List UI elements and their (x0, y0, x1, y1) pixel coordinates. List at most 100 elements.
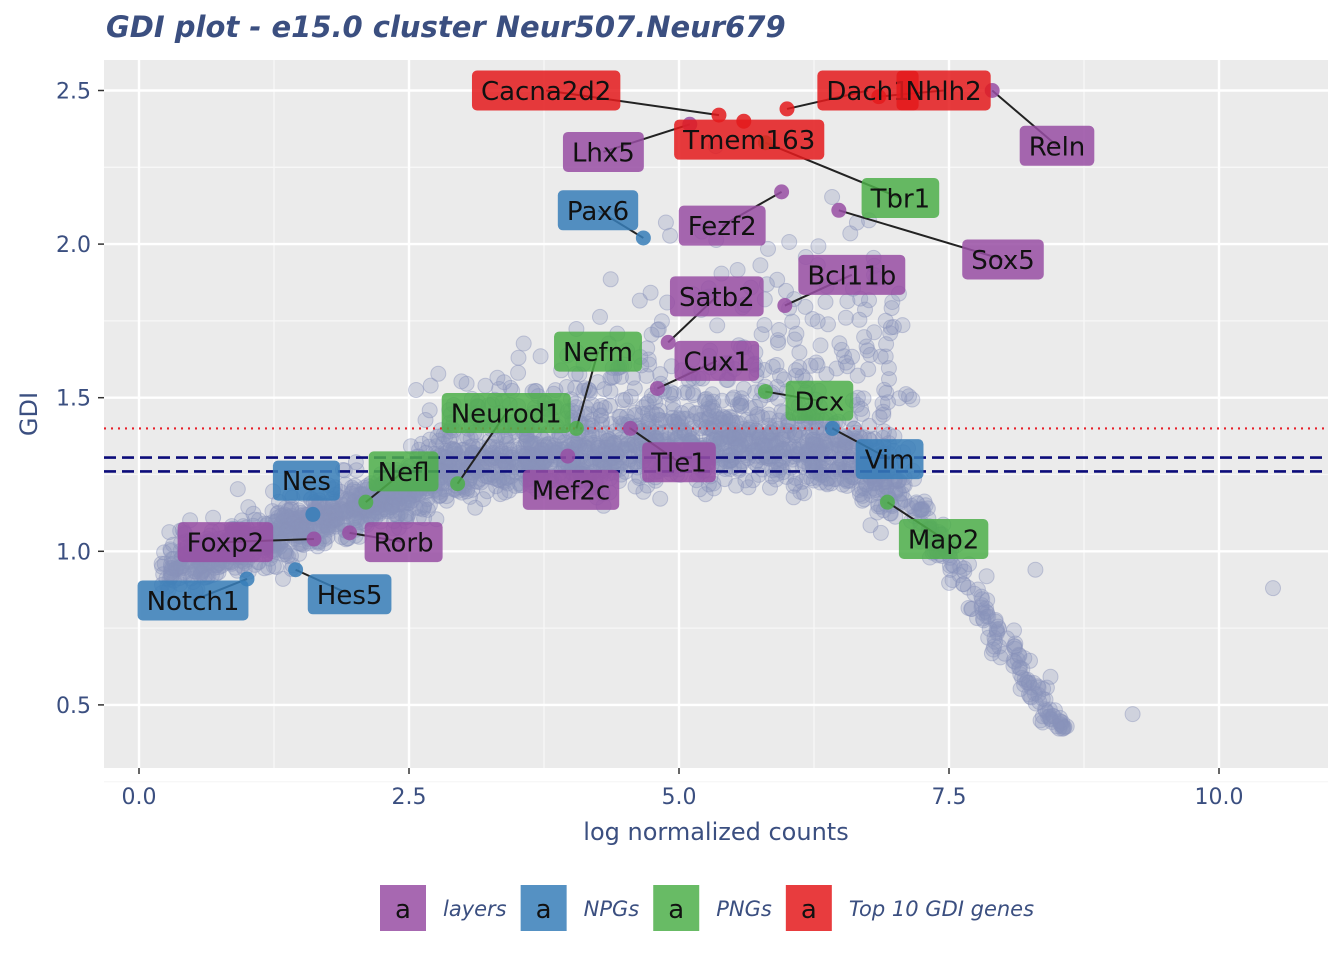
background-point (417, 412, 434, 428)
background-point (767, 432, 784, 449)
background-point (1041, 701, 1058, 718)
background-point (831, 461, 847, 478)
background-point (911, 501, 928, 518)
background-point (787, 362, 804, 379)
gene-label-text: Vim (865, 446, 915, 476)
background-point (293, 521, 310, 537)
gene-point-nefm (568, 420, 584, 436)
gene-point-fezf2 (774, 184, 790, 200)
background-point (778, 441, 795, 458)
background-point (809, 357, 826, 374)
background-point (666, 413, 683, 430)
background-point (810, 238, 827, 255)
background-point (464, 481, 481, 498)
background-point (490, 471, 507, 488)
background-point (871, 409, 888, 426)
background-point (751, 431, 768, 448)
background-point (471, 461, 488, 478)
background-point (698, 419, 715, 436)
background-point (435, 435, 452, 452)
background-point (184, 566, 201, 583)
background-point (740, 438, 757, 455)
background-point (999, 630, 1015, 647)
background-point (715, 420, 732, 437)
background-point (684, 413, 701, 430)
background-point (729, 262, 746, 278)
background-point (164, 560, 181, 577)
background-point (704, 417, 721, 434)
background-point (286, 511, 303, 527)
background-point (641, 411, 658, 428)
background-point (915, 503, 932, 520)
background-point (597, 439, 614, 456)
background-point (612, 434, 629, 451)
background-point (707, 418, 724, 435)
background-point (820, 470, 837, 487)
legend-item-top-10-gdi-genes: a Top 10 GDI genes (785, 885, 1034, 931)
background-point (192, 564, 209, 581)
background-point (508, 455, 525, 472)
legend: a layers a NPGs a PNGs a Top 10 GDI genes (380, 885, 1034, 931)
x-tick-label: 7.5 (932, 785, 967, 810)
background-point (721, 428, 738, 445)
background-point (1035, 680, 1052, 697)
background-point (876, 381, 893, 398)
background-point (704, 399, 721, 415)
background-point (1265, 580, 1281, 597)
background-point (483, 447, 500, 464)
x-tick-label: 10.0 (1195, 785, 1244, 810)
background-point (318, 511, 335, 528)
background-point (771, 322, 788, 338)
background-point (1054, 714, 1071, 731)
legend-glyph: a (668, 895, 684, 925)
background-point (524, 435, 541, 452)
background-point (484, 438, 501, 455)
background-point (280, 521, 297, 537)
background-point (836, 439, 853, 456)
background-point (858, 338, 875, 355)
background-point (746, 424, 763, 441)
background-point (380, 493, 397, 509)
background-point (856, 329, 873, 346)
background-point (872, 524, 889, 541)
background-point (269, 513, 286, 529)
background-point (626, 434, 643, 451)
gene-label-nes: Nes (272, 460, 340, 501)
background-point (603, 436, 620, 453)
background-point (1052, 713, 1069, 730)
background-point (592, 308, 608, 325)
background-point (617, 391, 634, 408)
gene-label-cacna2d2: Cacna2d2 (471, 70, 621, 111)
background-point (857, 301, 873, 318)
background-point (273, 507, 290, 524)
background-point (1006, 638, 1023, 655)
legend-label: PNGs (716, 897, 772, 921)
background-point (167, 561, 184, 578)
background-point (807, 433, 824, 450)
background-point (590, 401, 607, 418)
background-point (721, 429, 738, 446)
background-point (732, 397, 749, 414)
background-point (698, 390, 715, 407)
background-point (440, 451, 457, 468)
background-point (1018, 674, 1035, 691)
background-point (1124, 706, 1141, 723)
gene-point-dcx (757, 384, 773, 400)
gene-label-rorb: Rorb (364, 522, 443, 563)
background-point (471, 447, 488, 464)
background-point (792, 483, 809, 500)
background-point (1019, 671, 1036, 688)
background-point (670, 417, 687, 434)
background-point (687, 405, 704, 422)
background-point (495, 452, 512, 469)
background-point (824, 189, 841, 205)
background-point (753, 326, 770, 343)
background-point (861, 417, 878, 434)
background-point (768, 461, 785, 478)
background-point (653, 412, 670, 429)
y-tick-label: 0.5 (56, 694, 91, 719)
background-point (432, 487, 449, 504)
background-point (786, 331, 803, 348)
background-point (887, 482, 904, 499)
background-point (909, 495, 926, 512)
